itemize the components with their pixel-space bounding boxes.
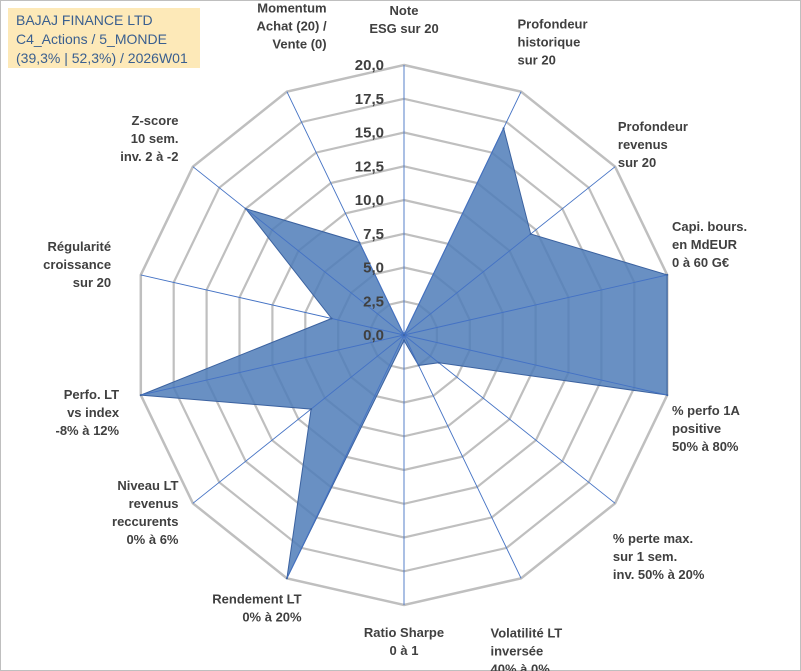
spoke-13 (286, 91, 405, 336)
axis-label-line: sur 1 sem. (613, 549, 677, 564)
axis-label-line: croissance (43, 257, 111, 272)
axis-label-line: -8% à 12% (56, 423, 120, 438)
data-point-5 (437, 361, 440, 364)
axis-label-line: en MdEUR (672, 237, 738, 252)
axis-label-3: Capi. bours. en MdEUR 0 à 60 G€ (672, 219, 747, 270)
axis-label-line: inv. 2 à -2 (120, 149, 178, 164)
data-point-8 (285, 577, 288, 580)
axis-label-line: Vente (0) (272, 37, 326, 52)
axis-label-11: Régularité croissance sur 20 (43, 239, 111, 290)
data-point-1 (502, 127, 505, 130)
data-point-13 (358, 241, 361, 244)
data-point-0 (403, 334, 405, 336)
axis-label-7: Ratio Sharpe 0 à 1 (364, 625, 444, 658)
axis-label-line: reccurents (112, 514, 178, 529)
axis-label-line: positive (672, 421, 721, 436)
axis-label-line: Z-score (132, 113, 179, 128)
tick-label: 2,5 (363, 293, 384, 310)
axis-label-line: Perfo. LT (64, 387, 119, 402)
tick-label: 17,5 (355, 91, 384, 108)
axis-label-line: Capi. bours. (672, 219, 747, 234)
axis-label-9: Niveau LT revenus reccurents 0% à 6% (112, 478, 179, 547)
spoke-2 (403, 166, 616, 336)
axis-label-10: Perfo. LT vs index -8% à 12% (56, 387, 120, 438)
axis-label-line: 0 à 60 G€ (672, 255, 729, 270)
company-name: BAJAJ FINANCE LTD (16, 12, 153, 28)
tick-label: 12,5 (355, 158, 384, 175)
data-point-3 (666, 273, 669, 276)
data-point-10 (139, 394, 142, 397)
spoke-6 (403, 334, 522, 579)
axis-label-line: % perfo 1A (672, 403, 741, 418)
spoke-3 (403, 274, 668, 336)
data-point-2 (529, 233, 532, 235)
axis-label-line: sur 20 (618, 155, 656, 170)
spoke-12 (192, 166, 405, 336)
data-point-6 (417, 364, 420, 367)
axis-label-line: 10 sem. (131, 131, 179, 146)
axis-label-line: ESG sur 20 (369, 21, 438, 36)
data-point-4 (666, 394, 669, 397)
axis-label-line: 0 à 1 (390, 643, 419, 658)
axis-label-line: 0% à 20% (242, 609, 302, 624)
axis-label-13: Momentum Achat (20) / Vente (0) (257, 1, 327, 52)
axis-label-line: Ratio Sharpe (364, 625, 444, 640)
axis-label-4: % perfo 1A positive 50% à 80% (672, 403, 741, 454)
axis-label-line: % perte max. (613, 531, 693, 546)
axis-label-0: Note ESG sur 20 (369, 3, 438, 36)
data-point-7 (403, 339, 405, 342)
axis-label-line: sur 20 (73, 275, 111, 290)
axis-label-line: Profondeur (518, 17, 588, 32)
axis-label-6: Volatilité LT inversée 40% à 0% (491, 625, 563, 671)
spoke-10 (140, 334, 405, 396)
axis-label-line: Profondeur (618, 119, 688, 134)
axis-label-line: Rendement LT (212, 591, 301, 606)
data-point-12 (244, 207, 247, 210)
data-point-11 (330, 317, 333, 320)
spoke-8 (286, 334, 405, 579)
axis-label-8: Rendement LT 0% à 20% (212, 591, 302, 624)
spoke-11 (140, 274, 405, 336)
chart-title-box: BAJAJ FINANCE LTD C4_Actions / 5_MONDE (… (8, 8, 200, 68)
axis-label-line: Régularité (48, 239, 112, 254)
axis-label-line: historique (518, 35, 581, 50)
data-point-9 (310, 408, 313, 411)
axis-label-2: Profondeur revenus sur 20 (618, 119, 688, 170)
tick-label: 20,0 (355, 57, 384, 74)
axis-label-line: inversée (491, 643, 544, 658)
spoke-4 (403, 334, 668, 396)
tick-label: 7,5 (363, 226, 384, 243)
axis-label-line: sur 20 (518, 53, 556, 68)
category-line: C4_Actions / 5_MONDE (16, 31, 167, 47)
axis-label-1: Profondeur historique sur 20 (518, 17, 588, 68)
tick-label: 10,0 (355, 192, 384, 209)
stats-line: (39,3% | 52,3%) / 2026W01 (16, 50, 188, 66)
axis-label-line: Momentum (257, 1, 326, 16)
axis-label-line: Achat (20) / (257, 19, 327, 34)
axis-label-line: Volatilité LT (491, 625, 563, 640)
axis-label-line: vs index (67, 405, 120, 420)
axis-label-line: Niveau LT (117, 478, 178, 493)
tick-label: 5,0 (363, 260, 384, 277)
axis-label-line: 50% à 80% (672, 439, 739, 454)
axis-label-line: inv. 50% à 20% (613, 567, 705, 582)
axis-label-12: Z-score 10 sem. inv. 2 à -2 (120, 113, 178, 164)
axis-label-line: 0% à 6% (126, 532, 178, 547)
axis-label-line: revenus (618, 137, 668, 152)
axis-label-line: 40% à 0% (491, 661, 551, 671)
tick-label: 0,0 (363, 327, 384, 344)
axis-label-line: revenus (129, 496, 179, 511)
spoke-1 (403, 91, 522, 336)
tick-label: 15,0 (355, 125, 384, 142)
spoke-9 (192, 334, 405, 504)
axis-label-5: % perte max. sur 1 sem. inv. 50% à 20% (613, 531, 705, 582)
axis-label-line: Note (390, 3, 419, 18)
